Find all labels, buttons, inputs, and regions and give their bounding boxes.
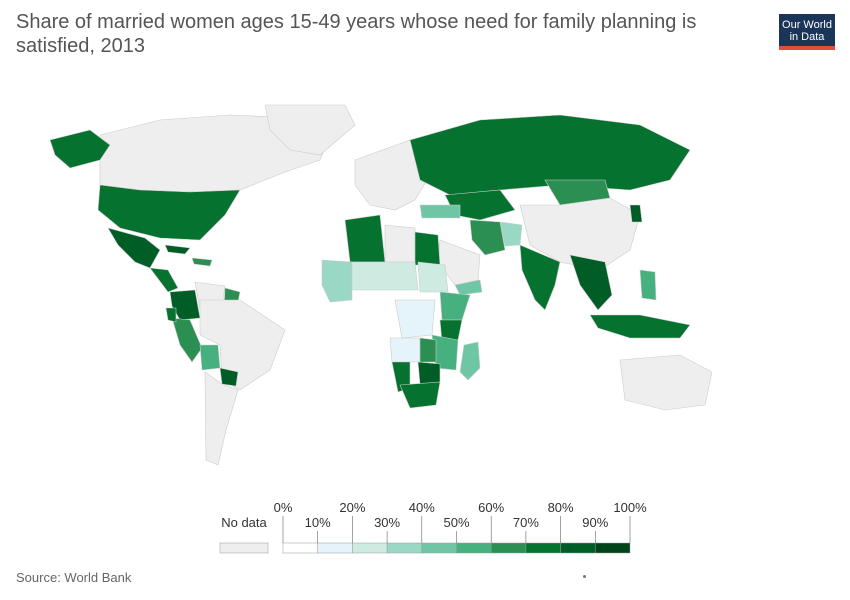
region-united-states[interactable]: [97, 184, 241, 241]
region-turkey[interactable]: [419, 204, 461, 219]
region-north-korea[interactable]: [629, 204, 643, 223]
region-sahel[interactable]: [349, 261, 419, 291]
region-cuba[interactable]: [164, 244, 191, 255]
chart-title: Share of married women ages 15-49 years …: [16, 11, 697, 57]
region-india[interactable]: [519, 244, 561, 311]
source-note: Source: World Bank: [16, 570, 132, 585]
region-russia[interactable]: [409, 114, 691, 196]
region-indonesia[interactable]: [589, 314, 691, 339]
region-paraguay[interactable]: [219, 367, 239, 387]
region-egypt[interactable]: [414, 231, 441, 266]
region-alaska[interactable]: [49, 129, 111, 169]
region-iran[interactable]: [469, 219, 506, 256]
region-algeria[interactable]: [344, 214, 386, 263]
region-dr-congo[interactable]: [394, 299, 436, 339]
region-angola[interactable]: [389, 337, 421, 363]
region-libya[interactable]: [384, 224, 416, 263]
region-argentina[interactable]: [204, 371, 239, 466]
region-zambia[interactable]: [419, 337, 437, 363]
region-bolivia[interactable]: [199, 344, 221, 371]
region-central-america[interactable]: [149, 267, 179, 293]
region-brazil[interactable]: [199, 299, 286, 391]
region-zimbabwe[interactable]: [417, 361, 441, 385]
logo-line-1: Our World: [782, 19, 832, 31]
region-west-africa[interactable]: [321, 259, 353, 303]
logo-accent-bar: [779, 46, 835, 50]
region-greenland[interactable]: [264, 104, 356, 156]
map-regions: [49, 104, 713, 466]
region-southeast-asia[interactable]: [569, 254, 613, 311]
region-south-africa[interactable]: [399, 381, 441, 409]
region-sudan[interactable]: [417, 261, 449, 293]
region-colombia[interactable]: [169, 289, 201, 321]
region-australia[interactable]: [619, 354, 713, 411]
region-ethiopia[interactable]: [439, 291, 471, 321]
logo-line-2: in Data: [789, 31, 825, 43]
owid-logo[interactable]: Our World in Data: [779, 14, 835, 50]
region-ecuador[interactable]: [165, 307, 177, 323]
region-yemen[interactable]: [454, 279, 483, 296]
region-peru[interactable]: [171, 317, 203, 363]
region-madagascar[interactable]: [459, 341, 481, 381]
region-caribbean[interactable]: [191, 257, 213, 267]
region-china[interactable]: [519, 197, 641, 271]
region-philippines[interactable]: [639, 269, 657, 301]
timeline-dot[interactable]: [583, 575, 586, 578]
